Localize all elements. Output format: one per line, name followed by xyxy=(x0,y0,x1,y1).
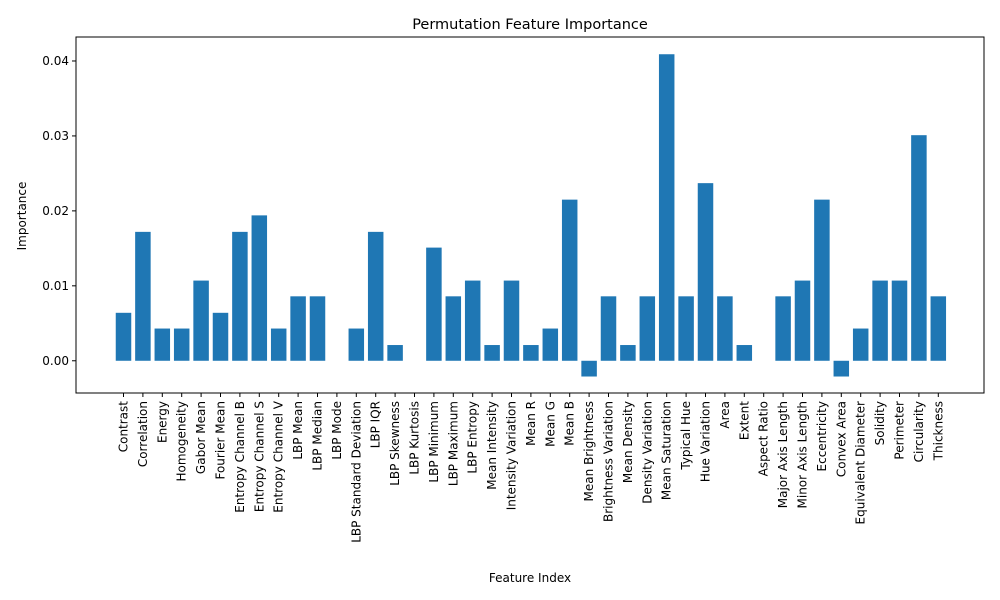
bar xyxy=(581,360,597,377)
x-tick-label: Mean B xyxy=(563,401,577,446)
x-tick-label: Mean Brightness xyxy=(582,401,596,501)
bar xyxy=(348,328,365,361)
bar xyxy=(445,296,462,361)
x-tick-label: Equivalent Diameter xyxy=(854,401,868,525)
bar xyxy=(542,328,559,361)
y-tick-label: 0.01 xyxy=(42,279,69,293)
x-tick-label: Perimeter xyxy=(893,401,907,460)
bar xyxy=(775,296,791,361)
x-tick-label: Mean G xyxy=(543,401,557,447)
x-tick-label: LBP Entropy xyxy=(466,401,480,474)
x-tick-label: Energy xyxy=(155,401,169,443)
x-axis: Contrast Correlation Energy Homogeneity Gabo… xyxy=(117,393,945,543)
x-tick-label: Aspect Ratio xyxy=(757,401,771,476)
x-tick-label: Fourier Mean xyxy=(214,401,228,480)
bar xyxy=(697,183,714,361)
bar xyxy=(620,345,636,361)
bar xyxy=(852,328,869,361)
bar xyxy=(270,328,287,361)
x-tick-label: Area xyxy=(718,401,732,429)
x-tick-label: LBP Skewness xyxy=(388,401,402,486)
y-axis: 0.00 0.01 0.02 0.03 0.04 xyxy=(42,54,76,368)
y-axis-label: Importance xyxy=(15,182,29,251)
bar xyxy=(232,231,248,361)
bar xyxy=(503,280,520,361)
bar xyxy=(872,280,888,361)
x-tick-label: Correlation xyxy=(136,401,150,467)
x-tick-label: Typical Hue xyxy=(679,401,693,471)
y-tick-label: 0.04 xyxy=(42,54,69,68)
x-tick-label: Extent xyxy=(737,401,751,440)
x-tick-label: LBP Mode xyxy=(330,401,344,460)
x-tick-label: LBP Standard Deviation xyxy=(349,401,363,543)
bar xyxy=(658,54,675,361)
x-tick-label: Intensity Variation xyxy=(505,401,519,510)
bar xyxy=(290,296,306,361)
bar xyxy=(251,215,268,361)
bar xyxy=(600,296,617,361)
plot-frame xyxy=(75,36,985,394)
x-tick-label: Homogeneity xyxy=(175,401,189,482)
x-tick-label: Brightness Variation xyxy=(602,401,616,522)
bar xyxy=(135,231,151,361)
bar xyxy=(561,199,578,361)
x-tick-label: Entropy Channel B xyxy=(233,401,247,513)
x-tick-label: LBP IQR xyxy=(369,401,383,448)
bar xyxy=(154,328,171,361)
chart-title: Permutation Feature Importance xyxy=(412,17,648,33)
x-tick-label: LBP Minimum xyxy=(427,401,441,483)
bar xyxy=(212,312,229,361)
bar xyxy=(367,231,384,361)
bar xyxy=(794,280,811,361)
bar xyxy=(736,345,753,361)
bar xyxy=(464,280,481,361)
x-tick-label: Convex Area xyxy=(834,401,848,477)
x-tick-label: Minor Axis Length xyxy=(796,401,810,508)
x-tick-label: Hue Variation xyxy=(699,401,713,482)
bar xyxy=(484,345,500,361)
y-tick-label: 0.00 xyxy=(42,354,69,368)
x-tick-label: Solidity xyxy=(873,401,887,445)
bar xyxy=(193,280,209,361)
x-tick-label: LBP Kurtosis xyxy=(408,401,422,475)
x-tick-label: Mean Intensity xyxy=(485,401,499,490)
bar xyxy=(930,296,947,361)
x-tick-label: Mean Density xyxy=(621,401,635,483)
bar xyxy=(891,280,908,361)
x-tick-label: LBP Median xyxy=(311,401,325,471)
x-tick-label: Circularity xyxy=(912,401,926,462)
y-tick-label: 0.02 xyxy=(42,204,69,218)
x-tick-label: Major Axis Length xyxy=(776,401,790,508)
x-tick-label: Gabor Mean xyxy=(194,401,208,474)
x-tick-label: Mean Saturation xyxy=(660,401,674,500)
bar xyxy=(173,328,190,361)
bar xyxy=(523,345,539,361)
y-tick-label: 0.03 xyxy=(42,129,69,143)
x-tick-label: Mean R xyxy=(524,401,538,446)
bar xyxy=(309,296,326,361)
x-axis-label: Feature Index xyxy=(489,571,571,585)
bar xyxy=(678,296,694,361)
bar xyxy=(426,247,442,361)
bar xyxy=(639,296,656,361)
bar xyxy=(814,199,830,361)
bar xyxy=(387,345,403,361)
bar xyxy=(833,360,850,377)
bar xyxy=(717,296,733,361)
x-tick-label: Entropy Channel V xyxy=(272,400,286,513)
bars-group xyxy=(115,54,947,377)
x-tick-label: Density Variation xyxy=(640,401,654,504)
x-tick-label: LBP Maximum xyxy=(446,401,460,486)
x-tick-label: LBP Mean xyxy=(291,401,305,460)
bar xyxy=(115,312,132,361)
x-tick-label: Entropy Channel S xyxy=(252,401,266,512)
bar xyxy=(911,135,927,361)
x-tick-label: Eccentricity xyxy=(815,401,829,471)
x-tick-label: Contrast xyxy=(117,401,131,453)
x-tick-label: Thickness xyxy=(931,401,945,461)
